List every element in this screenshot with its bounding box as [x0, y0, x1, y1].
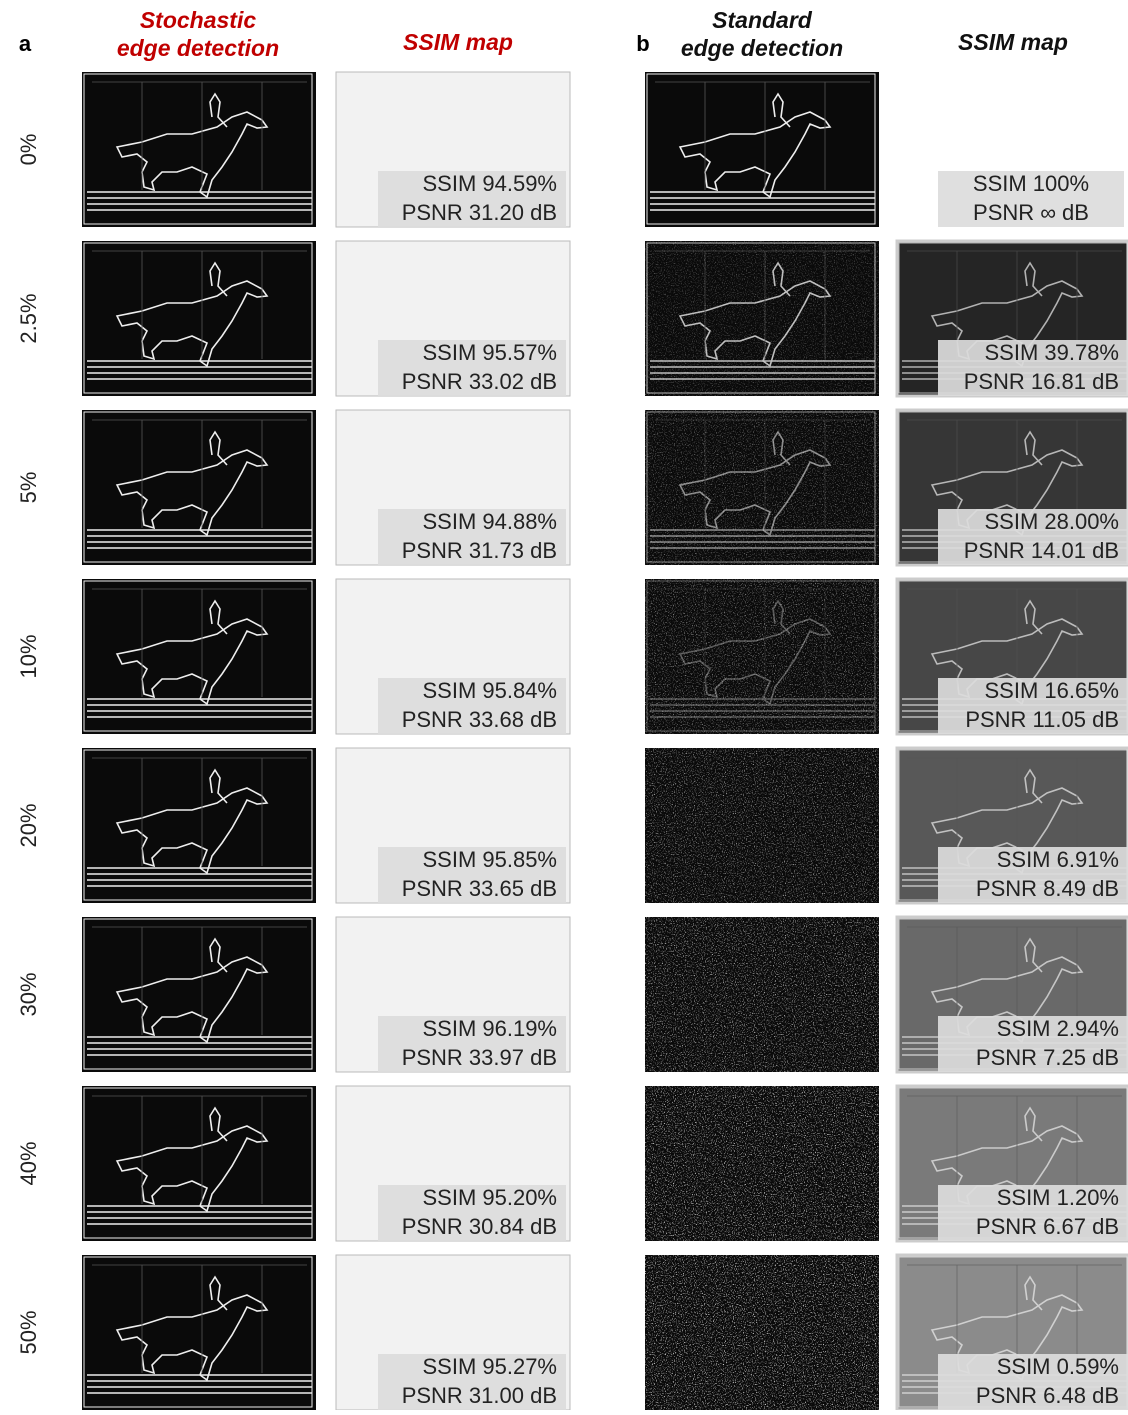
psnr-value: PSNR 33.65 dB	[402, 876, 557, 901]
ssim-value: SSIM 94.59%	[422, 171, 557, 196]
psnr-value: PSNR 11.05 dB	[965, 707, 1119, 732]
psnr-value: PSNR 31.00 dB	[402, 1383, 557, 1408]
ssim-value: SSIM 0.59%	[997, 1354, 1119, 1379]
psnr-value: PSNR 14.01 dB	[964, 538, 1119, 563]
noise	[645, 917, 879, 1072]
ssim-value: SSIM 100%	[973, 171, 1089, 196]
psnr-value: PSNR 30.84 dB	[402, 1214, 557, 1239]
noise	[645, 748, 879, 903]
psnr-value: PSNR 33.97 dB	[402, 1045, 557, 1070]
panel-label: b	[636, 31, 649, 56]
noise	[645, 241, 879, 396]
ssim-value: SSIM 1.20%	[997, 1185, 1119, 1210]
ssim-value: SSIM 95.84%	[422, 678, 557, 703]
psnr-value: PSNR 8.49 dB	[976, 876, 1119, 901]
ssim-value: SSIM 28.00%	[984, 509, 1119, 534]
psnr-value: PSNR 7.25 dB	[976, 1045, 1119, 1070]
row-label: 10%	[16, 634, 41, 678]
psnr-value: PSNR 31.73 dB	[402, 538, 557, 563]
ssim-value: SSIM 6.91%	[997, 847, 1119, 872]
ssim-value: SSIM 95.57%	[422, 340, 557, 365]
row-label: 0%	[16, 134, 41, 166]
noise	[645, 579, 879, 734]
psnr-value: PSNR ∞ dB	[973, 200, 1089, 225]
row-label: 50%	[16, 1310, 41, 1354]
ssim-value: SSIM 95.20%	[422, 1185, 557, 1210]
psnr-value: PSNR 6.48 dB	[976, 1383, 1119, 1408]
column-title: Stochastic	[140, 7, 257, 33]
noise	[645, 1255, 879, 1410]
row-label: 30%	[16, 972, 41, 1016]
psnr-value: PSNR 31.20 dB	[402, 200, 557, 225]
column-title: Standard	[712, 7, 813, 33]
column-title: SSIM map	[958, 29, 1068, 55]
ssim-value: SSIM 16.65%	[984, 678, 1119, 703]
ssim-value: SSIM 94.88%	[422, 509, 557, 534]
row-label: 40%	[16, 1141, 41, 1185]
psnr-value: PSNR 16.81 dB	[964, 369, 1119, 394]
row-label: 5%	[16, 472, 41, 504]
ssim-value: SSIM 95.85%	[422, 847, 557, 872]
row-label: 20%	[16, 803, 41, 847]
column-title: edge detection	[117, 35, 279, 61]
ssim-value: SSIM 2.94%	[997, 1016, 1119, 1041]
column-title: SSIM map	[403, 29, 513, 55]
row-label: 2.5%	[16, 293, 41, 343]
ssim-value: SSIM 39.78%	[984, 340, 1119, 365]
psnr-value: PSNR 33.68 dB	[402, 707, 557, 732]
panel-label: a	[19, 31, 32, 56]
ssim-value: SSIM 96.19%	[422, 1016, 557, 1041]
noise	[645, 410, 879, 565]
noise	[645, 1086, 879, 1241]
psnr-value: PSNR 6.67 dB	[976, 1214, 1119, 1239]
column-title: edge detection	[681, 35, 843, 61]
figure: aStochasticedge detectionSSIM mapbStanda…	[0, 0, 1128, 1410]
psnr-value: PSNR 33.02 dB	[402, 369, 557, 394]
ssim-value: SSIM 95.27%	[422, 1354, 557, 1379]
